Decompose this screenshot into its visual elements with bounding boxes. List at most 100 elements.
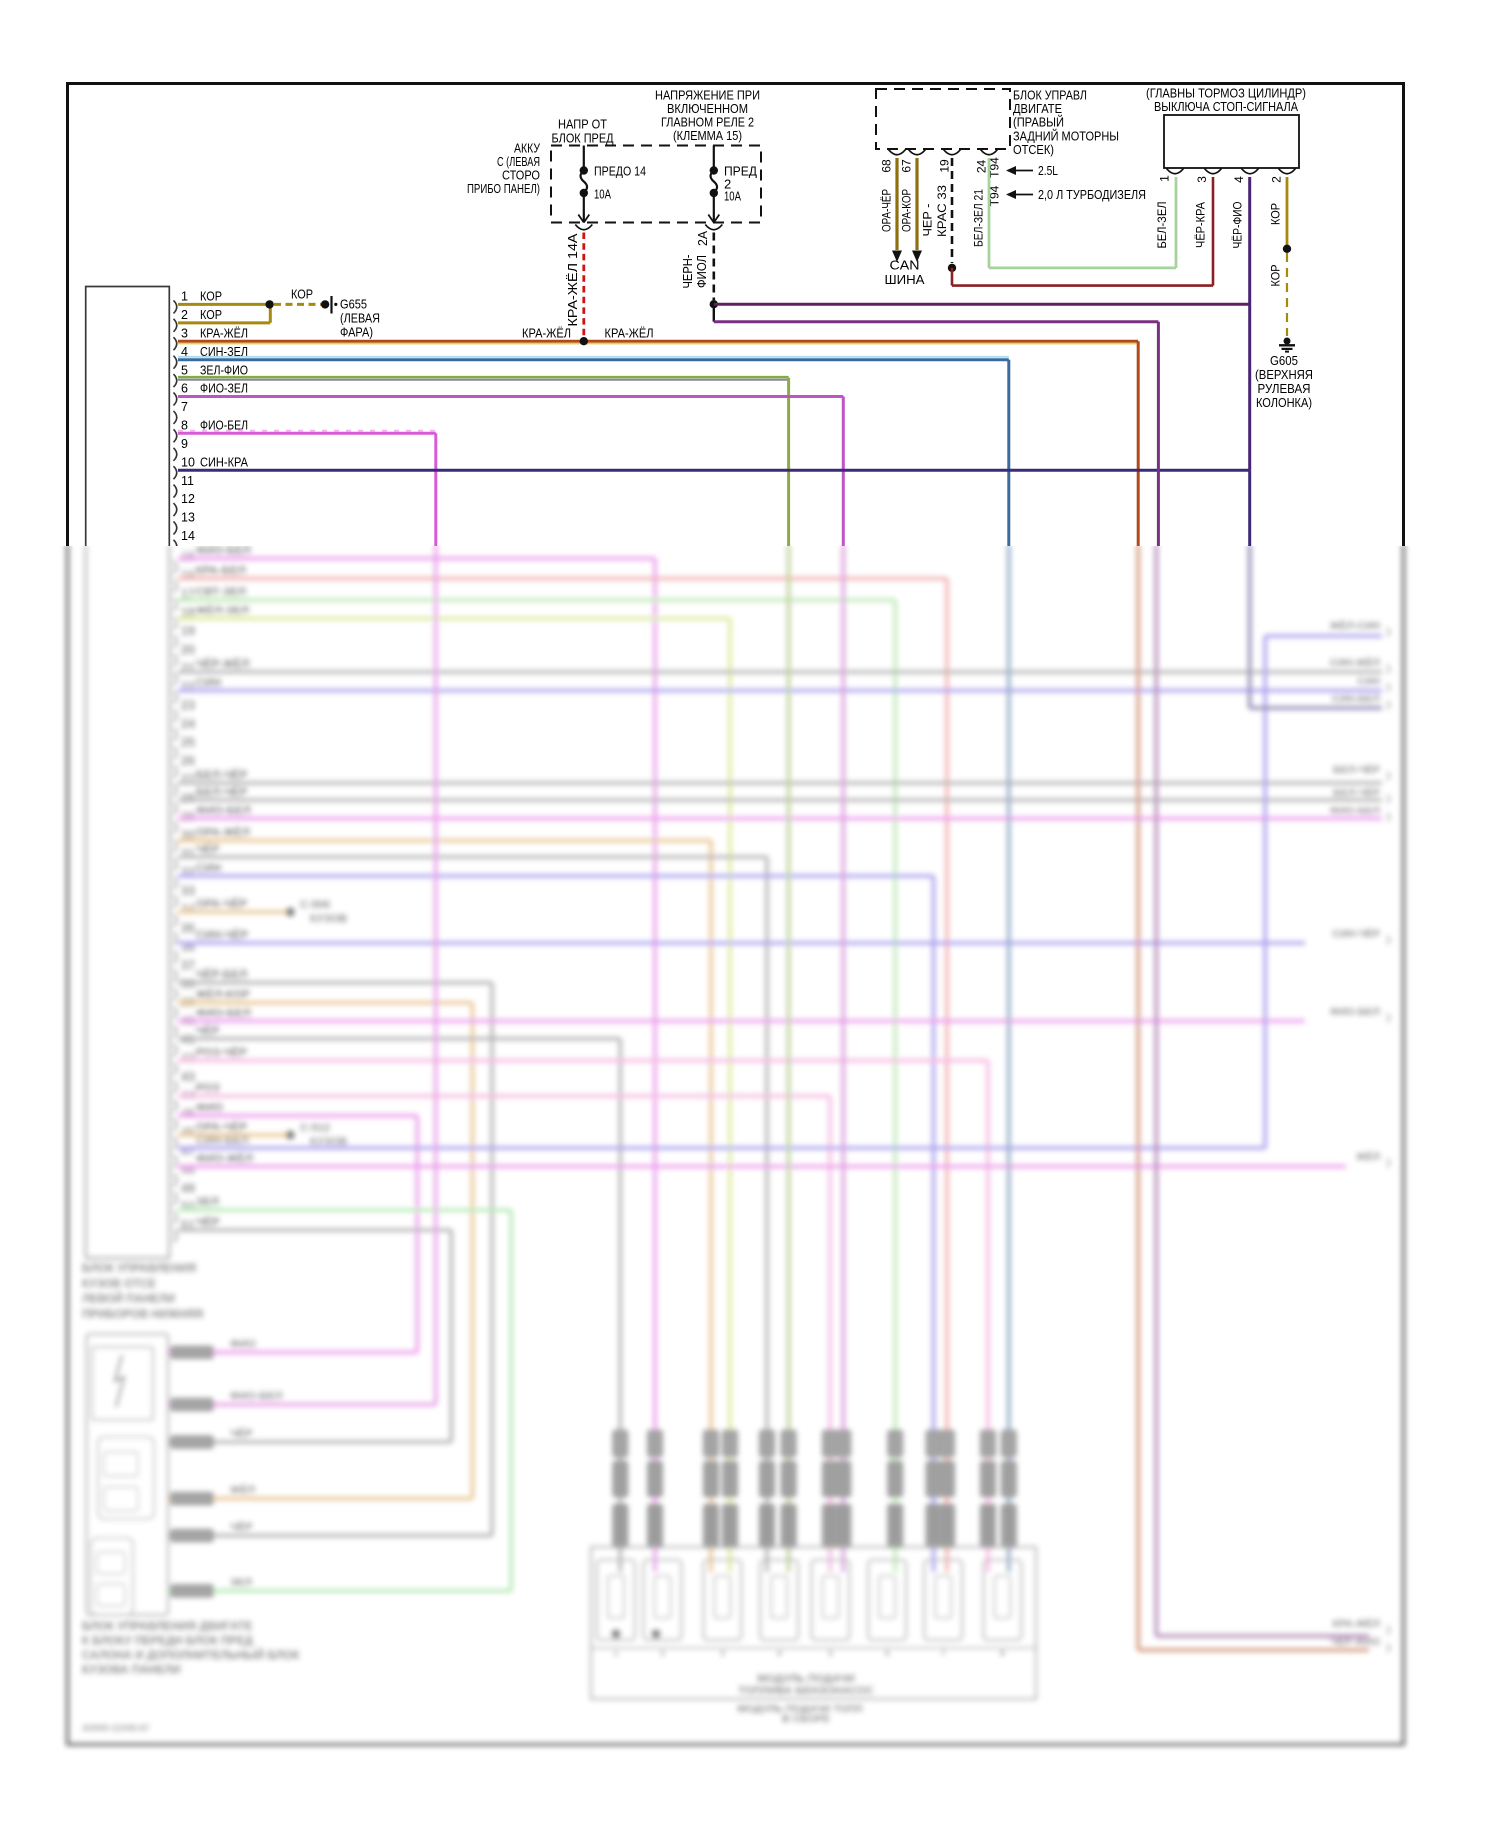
svg-text:ВКЛЮЧЕННОМ: ВКЛЮЧЕННОМ: [667, 101, 748, 116]
svg-text:ФИО-БЕЛ: ФИО-БЕЛ: [230, 1391, 282, 1403]
svg-text:ЧЁР-ФИО: ЧЁР-ФИО: [1231, 202, 1245, 249]
svg-text:ФИО-БЕЛ: ФИО-БЕЛ: [196, 546, 251, 558]
svg-text:КРАС 33: КРАС 33: [935, 185, 949, 237]
svg-text:ПРЕДО 14: ПРЕДО 14: [594, 164, 646, 179]
svg-text:6: 6: [885, 1649, 890, 1658]
svg-text:КРА-БЕЛ: КРА-БЕЛ: [196, 566, 246, 578]
svg-text:КРА-ЖЁЛ: КРА-ЖЁЛ: [522, 327, 571, 341]
svg-text:КУЗОВ: КУЗОВ: [310, 913, 347, 925]
svg-text:А0000-12345-67: А0000-12345-67: [82, 1723, 150, 1733]
svg-text:ЧЁР: ЧЁР: [196, 843, 220, 856]
svg-text:СИН-ЧЁР: СИН-ЧЁР: [1332, 927, 1380, 940]
svg-text:ЗЕЛ: ЗЕЛ: [196, 1197, 219, 1209]
svg-text:ФИО-ЗЕЛ: ФИО-ЗЕЛ: [200, 382, 248, 396]
svg-text:САЛОНА И ДОПОЛНИТЕЛЬНЫЙ БЛОК: САЛОНА И ДОПОЛНИТЕЛЬНЫЙ БЛОК: [82, 1649, 300, 1662]
svg-text:ВЫКЛЮЧА СТОП-СИГНАЛА: ВЫКЛЮЧА СТОП-СИГНАЛА: [1154, 99, 1298, 114]
svg-text:2.5L: 2.5L: [1038, 163, 1058, 178]
svg-text:К БЛОКУ ПЕРЕДН БЛОК ПРЕД: К БЛОКУ ПЕРЕДН БЛОК ПРЕД: [82, 1636, 253, 1648]
svg-text:G605: G605: [1270, 354, 1298, 368]
svg-text:3: 3: [1195, 176, 1209, 183]
svg-text:ЧЕРН-: ЧЕРН-: [681, 255, 695, 289]
svg-text:ЛЕВОЙ ПАНЕЛИ: ЛЕВОЙ ПАНЕЛИ: [82, 1293, 175, 1306]
svg-text:24: 24: [181, 717, 195, 731]
svg-text:ПРИБО ПАНЕЛ): ПРИБО ПАНЕЛ): [467, 181, 540, 196]
svg-text:АККУ: АККУ: [514, 141, 541, 156]
svg-text:МОДУЛЬ ПОДАЧИ ТОПЛ: МОДУЛЬ ПОДАЧИ ТОПЛ: [737, 1703, 862, 1715]
svg-text:КОР: КОР: [291, 288, 313, 302]
svg-text:КОЛОНКА): КОЛОНКА): [1256, 396, 1312, 410]
svg-text:3: 3: [181, 326, 188, 340]
svg-text:ОРА-ЧЁР: ОРА-ЧЁР: [196, 898, 248, 911]
svg-text:ФАРА): ФАРА): [340, 326, 373, 340]
svg-text:НАПРЯЖЕНИЕ ПРИ: НАПРЯЖЕНИЕ ПРИ: [655, 88, 760, 103]
svg-text:5: 5: [181, 363, 188, 377]
svg-text:СИН: СИН: [196, 863, 221, 875]
svg-text:43: 43: [181, 1070, 195, 1084]
svg-text:ФИО-БЕЛ: ФИО-БЕЛ: [1330, 1006, 1380, 1018]
svg-text:ЗЕЛ: ЗЕЛ: [230, 1577, 252, 1589]
svg-text:2А: 2А: [696, 230, 710, 246]
svg-text:ШИНА: ШИНА: [885, 272, 925, 287]
svg-text:23: 23: [181, 698, 195, 712]
svg-text:ЗАДНИЙ МОТОРНЫ: ЗАДНИЙ МОТОРНЫ: [1013, 128, 1119, 143]
svg-text:БЛОК ПРЕД: БЛОК ПРЕД: [552, 131, 614, 146]
svg-text:ЗЕЛ-ФИО: ЗЕЛ-ФИО: [200, 363, 248, 377]
svg-text:КРА-ЖЁЛ: КРА-ЖЁЛ: [605, 327, 654, 341]
svg-text:ДВИГАТЕ: ДВИГАТЕ: [1013, 101, 1062, 116]
svg-text:16: 16: [181, 568, 195, 582]
svg-text:46: 46: [181, 1126, 195, 1140]
svg-text:ОТСЕК): ОТСЕК): [1013, 142, 1054, 157]
svg-text:СИН: СИН: [196, 678, 221, 690]
svg-text:26: 26: [181, 754, 195, 768]
svg-text:67: 67: [900, 159, 914, 173]
svg-text:8: 8: [181, 419, 188, 433]
svg-text:13: 13: [181, 511, 195, 525]
svg-text:БЕЛ-ЧЁР: БЕЛ-ЧЁР: [1333, 763, 1380, 776]
svg-text:4: 4: [777, 1649, 782, 1658]
svg-text:Т94: Т94: [988, 157, 1002, 178]
svg-text:БЕЛ-ЧЁР: БЕЛ-ЧЁР: [1333, 786, 1380, 799]
svg-text:Т94: Т94: [988, 185, 1002, 206]
svg-text:7: 7: [941, 1649, 946, 1658]
svg-text:ЖЁЛ: ЖЁЛ: [229, 1484, 255, 1497]
svg-text:СИН: СИН: [1357, 676, 1380, 688]
svg-text:ЖЁЛ-ЗЕЛ: ЖЁЛ-ЗЕЛ: [195, 605, 249, 618]
svg-text:2: 2: [181, 308, 188, 322]
svg-text:(КЛЕММА 15): (КЛЕММА 15): [673, 128, 742, 143]
svg-text:(ПРАВЫЙ: (ПРАВЫЙ: [1013, 115, 1064, 130]
svg-text:КОР: КОР: [200, 290, 222, 304]
svg-text:33: 33: [181, 884, 195, 898]
svg-text:КРА-ЖЁЛ: КРА-ЖЁЛ: [1333, 1617, 1380, 1630]
svg-text:РОЗ-ЧЁР: РОЗ-ЧЁР: [196, 1047, 247, 1060]
svg-text:РОЗ: РОЗ: [196, 1083, 220, 1095]
svg-text:10: 10: [181, 455, 195, 469]
svg-text:2: 2: [1270, 176, 1284, 183]
svg-text:ЖЁЛ: ЖЁЛ: [1355, 1150, 1380, 1163]
svg-text:4: 4: [181, 345, 188, 359]
svg-text:11: 11: [181, 474, 194, 488]
svg-text:(ЛЕВАЯ: (ЛЕВАЯ: [340, 312, 380, 326]
svg-text:ФИОЛ: ФИОЛ: [695, 255, 709, 288]
svg-text:ФИО-БЕЛ: ФИО-БЕЛ: [200, 419, 248, 433]
svg-text:7: 7: [181, 400, 188, 414]
svg-text:КРА-ЖЁЛ 14А: КРА-ЖЁЛ 14А: [566, 233, 580, 327]
svg-text:ЧЁР: ЧЁР: [196, 1025, 220, 1038]
svg-text:ЧЁР-КРА: ЧЁР-КРА: [1194, 202, 1208, 248]
svg-text:С-512: С-512: [300, 1122, 330, 1134]
svg-text:17: 17: [181, 587, 195, 601]
svg-text:8: 8: [1000, 1649, 1005, 1658]
svg-text:СТОРО: СТОРО: [502, 168, 540, 183]
svg-text:БЛОК УПРАВЛ: БЛОК УПРАВЛ: [1013, 88, 1087, 103]
svg-text:БЕЛ-ЗЕЛ 21: БЕЛ-ЗЕЛ 21: [972, 189, 986, 247]
svg-text:19: 19: [181, 624, 195, 638]
svg-text:9: 9: [181, 437, 188, 451]
svg-text:20: 20: [181, 643, 195, 657]
svg-text:КУЗОВ: КУЗОВ: [310, 1136, 347, 1148]
svg-text:РУЛЕВАЯ: РУЛЕВАЯ: [1258, 382, 1311, 396]
svg-text:ЖЁЛ-КОР: ЖЁЛ-КОР: [195, 989, 250, 1002]
svg-text:ФИО-БЕЛ: ФИО-БЕЛ: [196, 806, 251, 818]
svg-text:(ВЕРХНЯЯ: (ВЕРХНЯЯ: [1255, 368, 1313, 382]
svg-text:ЧЁР: ЧЁР: [230, 1427, 252, 1440]
svg-text:ЧЁР: ЧЁР: [230, 1521, 252, 1534]
svg-text:ОРА-ЖЁЛ: ОРА-ЖЁЛ: [196, 827, 250, 840]
